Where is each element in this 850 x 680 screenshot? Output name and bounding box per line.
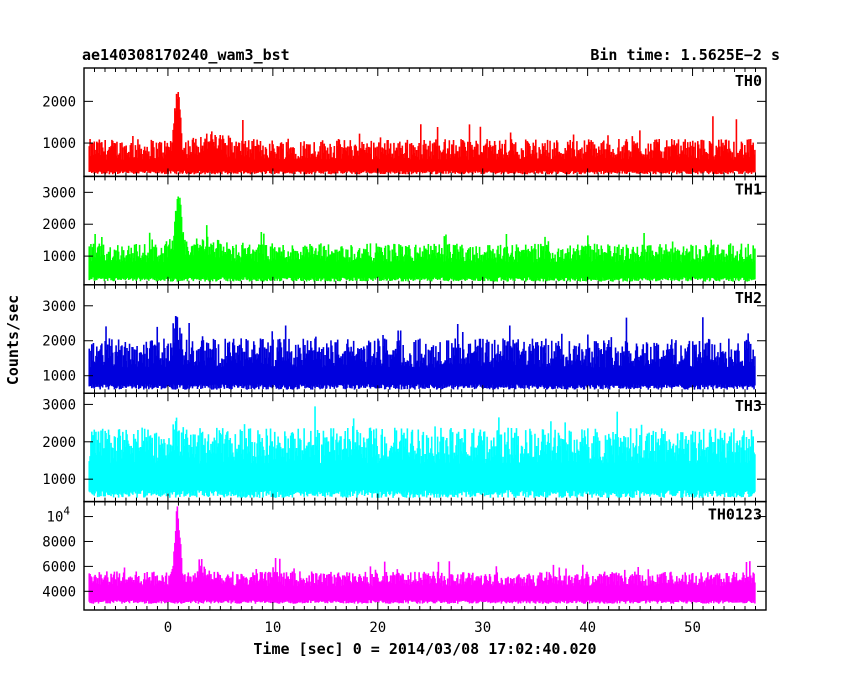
x-tick-labels: 0 10 20 30 40 50 — [164, 620, 701, 636]
panel-th2: 1000 2000 3000 TH2 — [42, 284, 767, 394]
x-axis-label: Time [sec] 0 = 2014/03/08 17:02:40.020 — [253, 640, 596, 658]
y-tick-label: 3000 — [42, 397, 76, 413]
y-tick-label: 2000 — [42, 94, 76, 110]
series-th0123 — [88, 506, 756, 604]
x-tick-label: 30 — [474, 620, 491, 636]
panel-label: TH2 — [735, 289, 762, 307]
chart-title-left: ae140308170240_wam3_bst — [82, 46, 290, 64]
panel-label: TH1 — [735, 180, 762, 198]
series-th3 — [88, 406, 756, 498]
panel-label: TH0123 — [708, 506, 762, 524]
series-th1 — [88, 196, 756, 282]
x-tick-label: 0 — [164, 620, 172, 636]
y-axis-label: Counts/sec — [4, 295, 22, 385]
y-tick-label: 104 — [47, 505, 71, 526]
y-tick-label: 1000 — [42, 249, 76, 265]
panels-group: 1000 2000 TH0 1000 2000 3000 TH1 1000 2000 3000 TH… — [42, 67, 767, 611]
x-tick-label: 10 — [264, 620, 281, 636]
panel-frame — [83, 500, 767, 611]
y-tick-label: 1000 — [42, 472, 76, 488]
chart-title-right: Bin time: 1.5625E−2 s — [590, 46, 780, 64]
panel-th0123: 4000 6000 8000 104 TH0123 — [42, 500, 767, 611]
y-tick-label: 1000 — [42, 136, 76, 152]
series-th0 — [88, 91, 756, 175]
panel-label: TH3 — [735, 397, 762, 415]
panel-th3: 1000 2000 3000 TH3 — [42, 392, 767, 503]
series-th2 — [88, 315, 756, 390]
y-tick-label: 6000 — [42, 559, 76, 575]
y-tick-label: 8000 — [42, 534, 76, 550]
y-tick-label: 1000 — [42, 369, 76, 385]
x-tick-label: 20 — [369, 620, 386, 636]
y-tick-label: 3000 — [42, 185, 76, 201]
x-tick-label: 40 — [579, 620, 596, 636]
y-tick-label: 3000 — [42, 299, 76, 315]
y-tick-label: 2000 — [42, 334, 76, 350]
y-tick-label: 4000 — [42, 584, 76, 600]
panel-label: TH0 — [735, 72, 762, 90]
panel-th0: 1000 2000 TH0 — [42, 67, 767, 178]
y-tick-label: 2000 — [42, 217, 76, 233]
x-tick-label: 50 — [684, 620, 701, 636]
y-tick-label: 2000 — [42, 435, 76, 451]
panel-th1: 1000 2000 3000 TH1 — [42, 175, 767, 286]
